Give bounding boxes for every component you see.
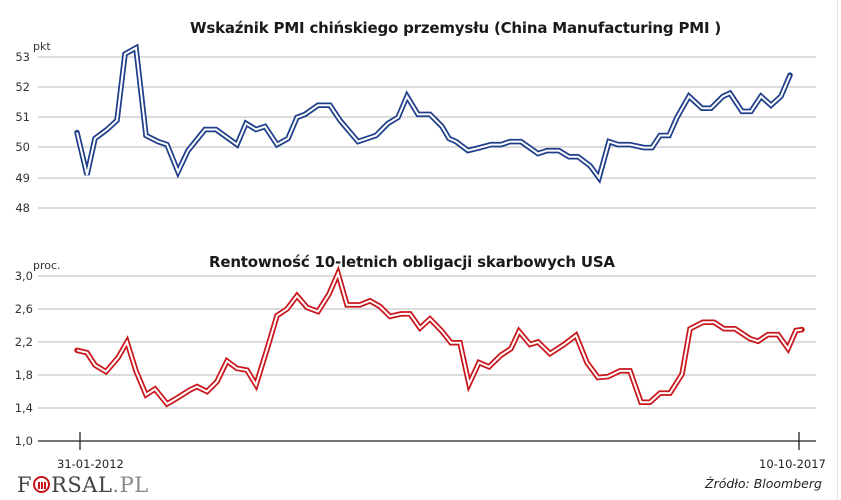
pmi-unit-label: pkt <box>33 40 51 53</box>
right-edge-divider <box>837 0 838 500</box>
yield-gridlines <box>38 275 816 409</box>
pmi-chart-title: Wskaźnik PMI chińskiego przemysłu (China… <box>190 19 722 37</box>
source-note: Źródło: Bloomberg <box>705 476 822 491</box>
x-axis-start-date: 31-01-2012 <box>57 457 124 471</box>
yield-ytick: 2,2 <box>14 335 33 349</box>
forsal-logo: F RSAL.PL <box>17 473 149 497</box>
yield-ytick: 1,0 <box>14 434 33 448</box>
pmi-ytick: 52 <box>15 80 30 94</box>
pmi-gridlines <box>38 56 816 209</box>
x-axis-end-date: 10-10-2017 <box>759 457 826 471</box>
pmi-ytick: 51 <box>15 110 30 124</box>
x-axis <box>38 432 816 450</box>
pmi-ytick: 53 <box>15 50 30 64</box>
pmi-ytick: 50 <box>15 140 30 154</box>
yield-ytick: 2,6 <box>14 302 33 316</box>
logo-chart-icon <box>33 476 51 493</box>
yield-chart-title: Rentowność 10-letnich obligacji skarbowy… <box>209 253 615 271</box>
pmi-ytick: 48 <box>15 201 30 215</box>
pmi-ytick: 49 <box>15 171 30 185</box>
logo-text: RSAL <box>51 473 113 497</box>
yield-ytick: 3,0 <box>14 269 33 283</box>
logo-letter-f: F <box>17 473 33 497</box>
yield-ytick: 1,8 <box>14 368 33 382</box>
logo-domain: .PL <box>112 473 149 497</box>
pmi-series-line <box>74 43 793 184</box>
yield-unit-label: proc. <box>33 259 61 272</box>
yield-ytick: 1,4 <box>14 401 33 415</box>
yield-series-line <box>74 265 805 408</box>
